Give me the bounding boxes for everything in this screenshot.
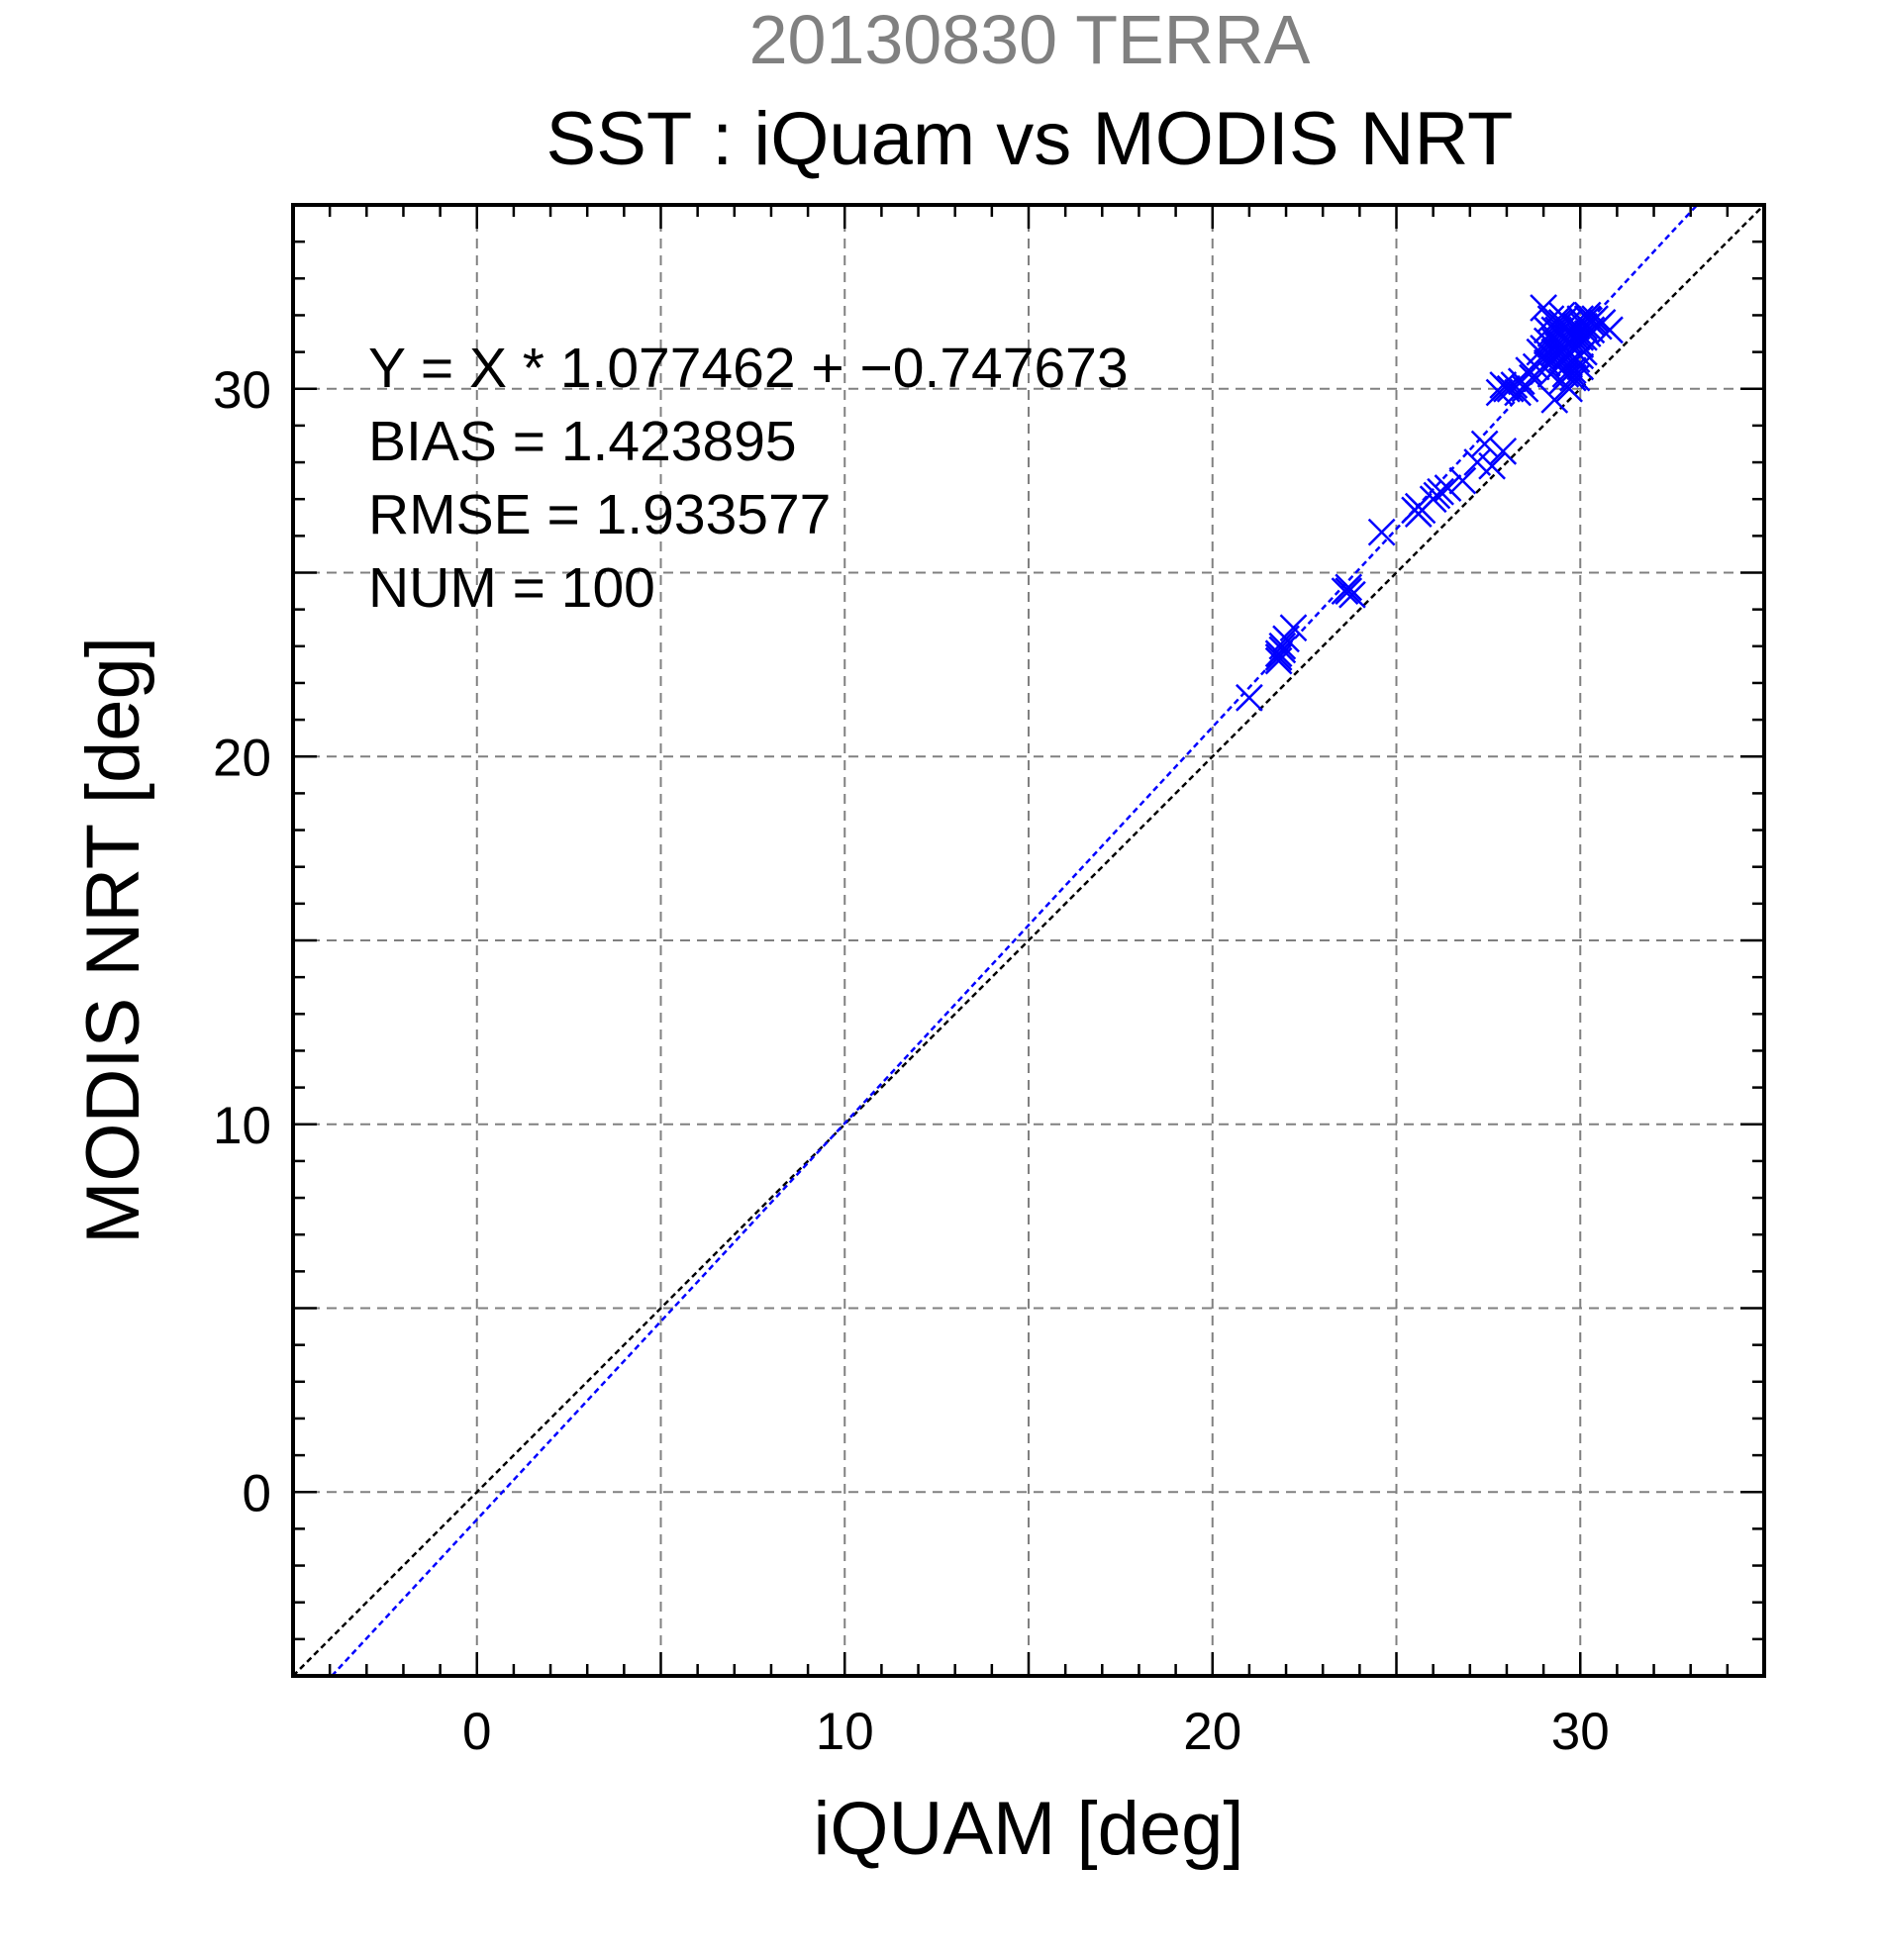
- plot-frame: [291, 203, 1766, 1678]
- data-point: [1335, 573, 1363, 602]
- data-point: [1448, 466, 1477, 495]
- x-tick-label: 10: [816, 1703, 874, 1761]
- annotation-fit-equation: Y = X * 1.077462 + −0.747673: [368, 337, 1129, 400]
- y-tick-label: 30: [213, 361, 271, 420]
- data-point: [1533, 316, 1561, 344]
- data-point: [1555, 374, 1583, 403]
- y-tick-label: 20: [213, 729, 271, 787]
- annotation-bias: BIAS = 1.423895: [368, 410, 797, 473]
- data-point: [1478, 451, 1506, 480]
- x-tick-label: 20: [1183, 1703, 1241, 1761]
- annotation-rmse: RMSE = 1.933577: [368, 483, 831, 546]
- x-tick-label: 30: [1551, 1703, 1610, 1761]
- fit-line: [331, 204, 1699, 1677]
- tick-labels: 0 10 20 30 0 10 20 30: [213, 361, 1610, 1761]
- data-point: [1236, 683, 1263, 712]
- reference-lines: [292, 204, 1765, 1677]
- data-point: [1279, 614, 1308, 642]
- data-point: [1558, 363, 1587, 392]
- data-point: [1540, 386, 1569, 414]
- chart-supertitle: 20130830 TERRA: [749, 1, 1311, 78]
- one-to-one-line: [292, 204, 1765, 1677]
- grid: [293, 205, 1764, 1676]
- data-point: [1596, 316, 1624, 344]
- data-point: [1423, 481, 1451, 510]
- data-point: [1264, 646, 1293, 675]
- x-tick-label: 0: [462, 1703, 491, 1761]
- data-point: [1547, 308, 1576, 337]
- data-point: [1335, 577, 1363, 605]
- data-point: [1264, 643, 1293, 671]
- chart-title: SST : iQuam vs MODIS NRT: [546, 97, 1514, 181]
- annotation-box: Y = X * 1.077462 + −0.747673 BIAS = 1.42…: [368, 337, 1129, 620]
- data-points: [1236, 294, 1624, 712]
- annotation-num: NUM = 100: [368, 556, 655, 620]
- data-point: [1470, 430, 1499, 458]
- y-tick-label: 10: [213, 1097, 271, 1155]
- y-tick-label: 0: [243, 1464, 271, 1522]
- data-point: [1566, 323, 1595, 351]
- data-point: [1489, 438, 1518, 465]
- y-axis-label: MODIS NRT [deg]: [71, 637, 155, 1244]
- x-axis-label: iQUAM [deg]: [813, 1787, 1243, 1871]
- data-point: [1540, 338, 1569, 366]
- data-point: [1367, 518, 1396, 546]
- data-point: [1496, 374, 1525, 403]
- data-point: [1264, 639, 1293, 668]
- data-point: [1573, 305, 1602, 334]
- data-point: [1544, 316, 1572, 344]
